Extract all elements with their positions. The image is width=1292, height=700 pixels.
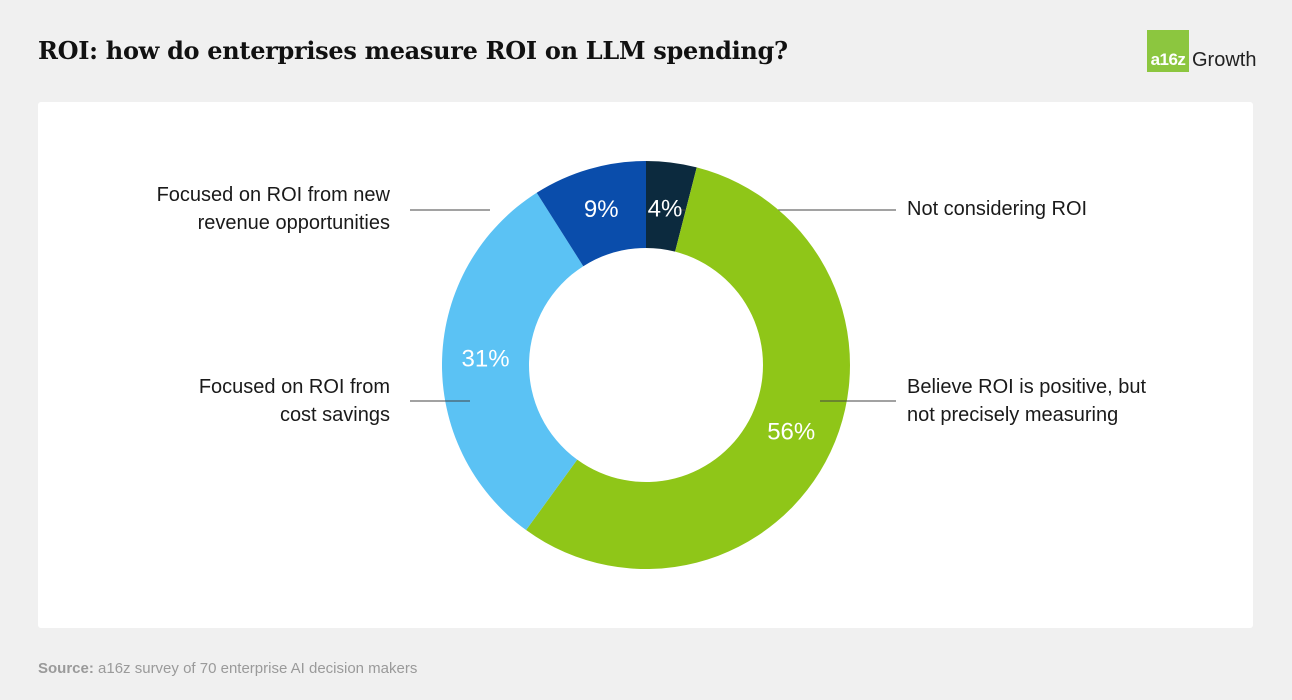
a16z-growth-logo: a16z Growth bbox=[1147, 30, 1256, 72]
callout-label-1: Believe ROI is positive, but not precisel… bbox=[907, 376, 1146, 426]
slice-1 bbox=[526, 167, 851, 569]
slice-2 bbox=[442, 192, 584, 531]
chart-title: ROI: how do enterprises measure ROI on L… bbox=[38, 36, 788, 65]
slice-0 bbox=[646, 161, 697, 252]
callout-label-2: Focused on ROI from cost savings bbox=[199, 376, 390, 426]
donut-chart: Not considering ROI 4% Believe ROI is posi… bbox=[157, 161, 1146, 569]
source-note: Source: a16z survey of 70 enterprise AI … bbox=[38, 660, 417, 677]
logo-mark: a16z bbox=[1147, 30, 1189, 72]
slice-3 bbox=[536, 161, 646, 267]
slice-value-label-2: 31% bbox=[462, 345, 510, 372]
chart-card: Not considering ROI 4% Believe ROI is posi… bbox=[38, 102, 1253, 628]
slice-value-label-3: 9% bbox=[584, 196, 619, 223]
source-label: Source: bbox=[38, 660, 94, 677]
callout-label-3: Focused on ROI from new revenue opportuni… bbox=[157, 184, 391, 234]
slice-value-label-0: 4% bbox=[648, 195, 683, 222]
logo-word: Growth bbox=[1192, 48, 1257, 71]
source-text: a16z survey of 70 enterprise AI decision… bbox=[93, 660, 418, 677]
slice-value-label-1: 56% bbox=[767, 419, 815, 446]
callout-label-0: Not considering ROI bbox=[907, 198, 1087, 220]
